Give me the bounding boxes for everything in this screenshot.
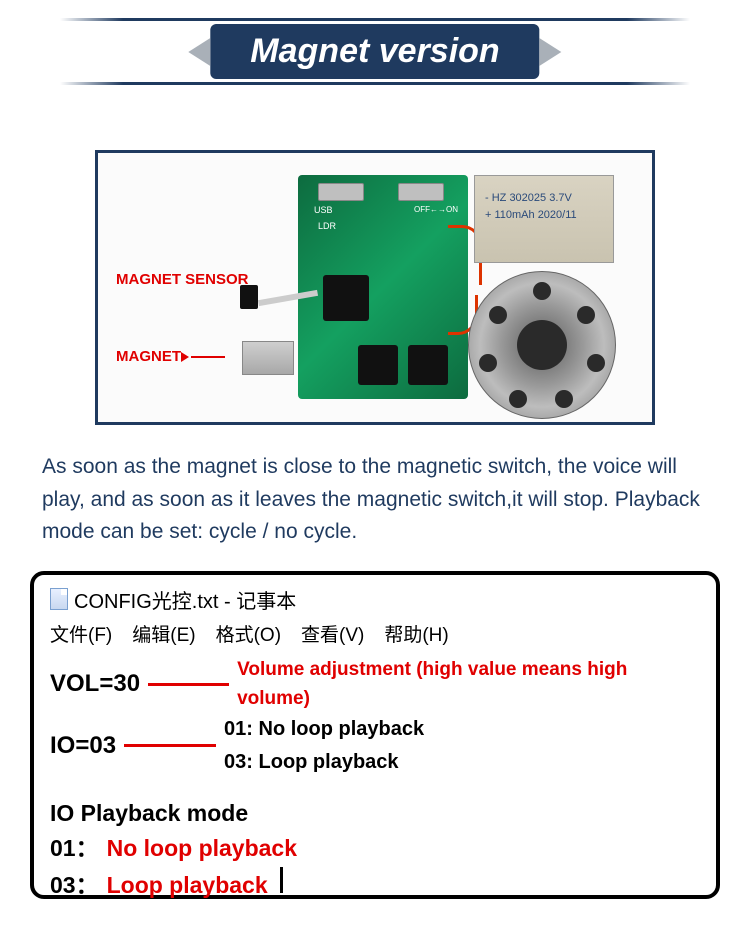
pm-val-03: Loop playback [107, 868, 268, 904]
connector-line-icon [124, 744, 216, 747]
banner-line [60, 82, 690, 85]
menu-file[interactable]: 文件(F) [50, 620, 112, 647]
battery-icon: - HZ 302025 3.7V + 110mAh 2020/11 [474, 175, 614, 263]
text-cursor-icon [280, 867, 283, 893]
menu-format[interactable]: 格式(O) [216, 620, 281, 647]
pm-row-03: 03： Loop playback [50, 867, 700, 904]
vol-setting: VOL=30 [50, 665, 140, 702]
pm-code-01: 01： [50, 831, 99, 867]
io-annotations: 01: No loop playback 03: Loop playback [224, 714, 424, 778]
speaker-icon [468, 271, 616, 419]
connector-line-icon [148, 683, 229, 686]
speaker-hole [509, 390, 527, 408]
speaker-hole [479, 354, 497, 372]
io-line: IO=03 01: No loop playback 03: Loop play… [50, 714, 700, 778]
notepad-title: CONFIG光控.txt - 记事本 [74, 585, 296, 614]
io-setting: IO=03 [50, 727, 116, 764]
menu-help[interactable]: 帮助(H) [384, 620, 448, 647]
arrow-right-icon [181, 352, 189, 362]
notepad-window: CONFIG光控.txt - 记事本 文件(F) 编辑(E) 格式(O) 查看(… [30, 571, 720, 899]
vol-annotation: Volume adjustment (high value means high… [237, 655, 700, 714]
chip-icon [358, 345, 398, 385]
banner-line [60, 18, 690, 21]
pm-val-01: No loop playback [107, 831, 297, 867]
playback-mode-section: IO Playback mode 01： No loop playback 03… [50, 796, 700, 904]
speaker-hole [577, 306, 595, 324]
title-banner: Magnet version [0, 10, 750, 100]
magnet-icon [242, 341, 294, 375]
pm-code-03: 03： [50, 868, 99, 904]
menu-edit[interactable]: 编辑(E) [132, 620, 195, 647]
speaker-hole [555, 390, 573, 408]
speaker-hole [533, 336, 551, 354]
label-magnet-sensor: MAGNET SENSOR [116, 271, 249, 288]
chip-icon [408, 345, 448, 385]
speaker-hole [489, 306, 507, 324]
menu-view[interactable]: 查看(V) [301, 620, 364, 647]
usb-port-icon [398, 183, 444, 201]
pm-head-code: IO [50, 800, 74, 826]
notepad-body: VOL=30 Volume adjustment (high value mea… [50, 655, 700, 904]
notepad-titlebar: CONFIG光控.txt - 记事本 [50, 585, 700, 614]
io-annotation-01: 01: No loop playback [224, 714, 424, 745]
speaker-hole [587, 354, 605, 372]
sensor-stem [258, 290, 318, 306]
notepad-file-icon [50, 588, 68, 610]
pcb-usb-label: USB [314, 205, 333, 215]
battery-text-l1: - HZ 302025 3.7V [485, 190, 603, 207]
battery-text-l2: + 110mAh 2020/11 [485, 207, 603, 224]
pm-row-01: 01： No loop playback [50, 831, 700, 867]
usb-port-icon [318, 183, 364, 201]
chip-icon [323, 275, 369, 321]
speaker-hole [533, 282, 551, 300]
pcb-offon-label: OFF←→ON [414, 205, 458, 214]
vol-line: VOL=30 Volume adjustment (high value mea… [50, 655, 700, 714]
io-annotation-03: 03: Loop playback [224, 747, 424, 778]
pcb-ldr-label: LDR [318, 221, 336, 231]
playback-mode-heading: IO Playback mode [50, 796, 700, 832]
banner-title: Magnet version [210, 24, 539, 79]
sensor-head-icon [240, 285, 258, 309]
notepad-menubar: 文件(F) 编辑(E) 格式(O) 查看(V) 帮助(H) [50, 620, 700, 647]
product-image-frame: USB LDR OFF←→ON - HZ 302025 3.7V + 110mA… [95, 150, 655, 425]
pcb-board: USB LDR OFF←→ON [298, 175, 468, 399]
pm-head-label: Playback mode [81, 800, 248, 826]
label-magnet: MAGNET [116, 348, 225, 365]
description-text: As soon as the magnet is close to the ma… [42, 451, 708, 549]
